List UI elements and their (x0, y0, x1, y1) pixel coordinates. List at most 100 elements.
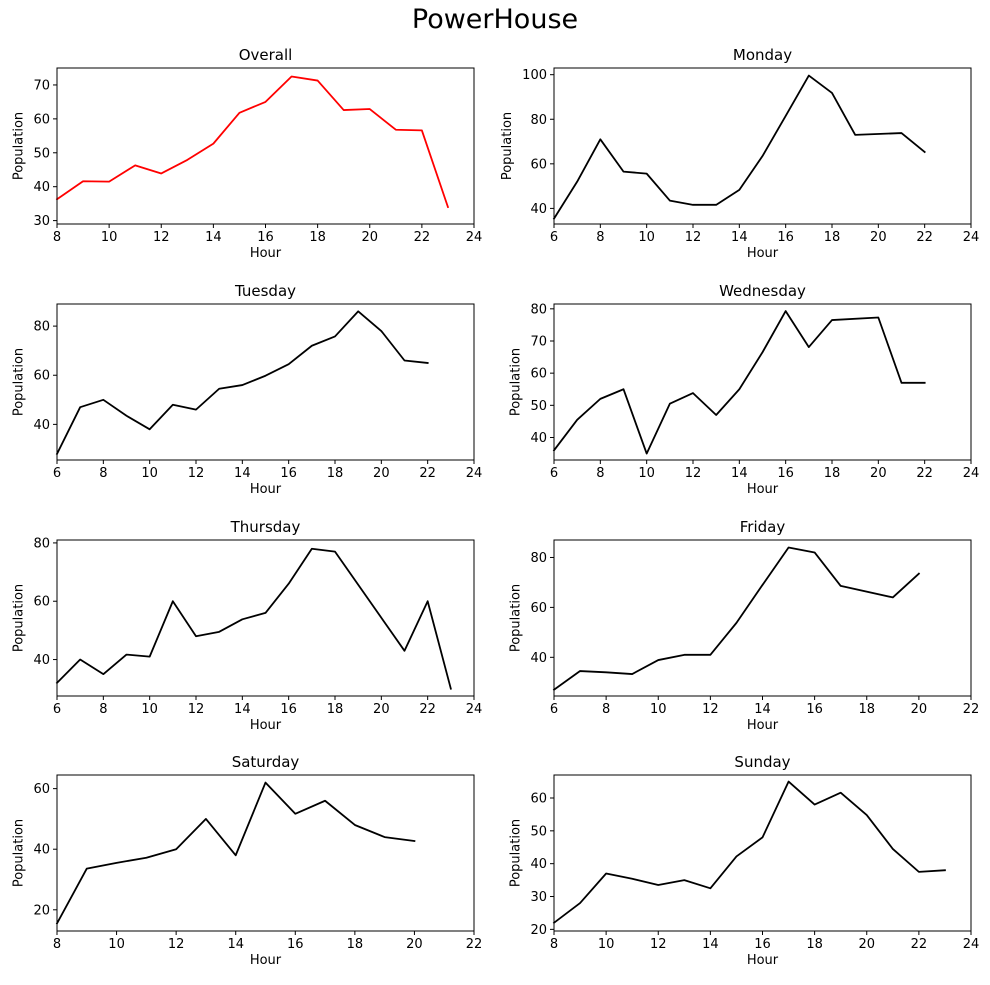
x-tick-label: 8 (99, 466, 107, 481)
subplot-title: Monday (733, 46, 792, 64)
x-tick-label: 24 (466, 702, 483, 717)
series-line (55, 75, 450, 209)
x-tick-label: 22 (963, 702, 980, 717)
axes-frame (56, 774, 475, 932)
x-tick-label: 24 (963, 937, 980, 952)
subplot-thursday: 6 8 10 12 14 16 18 20 22 24 40 60 80 Thursday Hour Popu… (11, 518, 482, 733)
x-tick-label: 14 (205, 230, 222, 245)
subplot-title: Wednesday (719, 282, 806, 300)
subplot-title: Friday (740, 518, 786, 536)
y-tick-label: 50 (530, 399, 547, 414)
y-tick-label: 60 (530, 367, 547, 382)
y-axis-label: Population (11, 584, 26, 652)
x-tick-label: 12 (153, 230, 170, 245)
x-axis-label: Hour (747, 482, 779, 497)
x-tick-label: 22 (419, 702, 436, 717)
y-tick-label: 40 (33, 180, 50, 195)
x-tick-label: 14 (227, 937, 244, 952)
y-axis-label: Population (508, 584, 523, 652)
y-tick-label: 60 (33, 595, 50, 610)
x-tick-label: 22 (911, 937, 928, 952)
x-tick-label: 8 (550, 937, 558, 952)
series-line (55, 310, 429, 456)
x-tick-label: 14 (731, 230, 748, 245)
subplot-wednesday: 6 8 10 12 14 16 18 20 22 24 40 50 60 70 80 Wednesday Hou… (508, 282, 979, 497)
y-axis-label: Population (11, 112, 26, 180)
x-tick-label: 6 (550, 702, 558, 717)
x-tick-label: 10 (101, 230, 118, 245)
y-tick-label: 30 (33, 214, 50, 229)
subplot-title: Overall (239, 46, 293, 64)
y-tick-label: 100 (522, 68, 547, 83)
subplot-title: Sunday (734, 753, 790, 771)
x-tick-label: 6 (53, 702, 61, 717)
x-tick-label: 12 (188, 466, 205, 481)
y-tick-label: 70 (530, 334, 547, 349)
x-tick-label: 8 (53, 937, 61, 952)
y-tick-label: 80 (33, 320, 50, 335)
y-tick-label: 40 (33, 653, 50, 668)
y-axis-label: Population (11, 348, 26, 416)
y-tick-label: 40 (530, 651, 547, 666)
x-tick-label: 18 (309, 230, 326, 245)
axes-frame (553, 303, 972, 461)
x-tick-label: 14 (702, 937, 719, 952)
x-tick-label: 22 (916, 230, 933, 245)
subplot-overall: 8 10 12 14 16 18 20 22 24 30 40 50 60 70 Overall Hour Po… (11, 46, 482, 261)
x-tick-label: 18 (347, 937, 364, 952)
subplot-title: Saturday (232, 753, 300, 771)
x-tick-label: 14 (731, 466, 748, 481)
x-tick-label: 12 (650, 937, 667, 952)
x-tick-label: 14 (234, 702, 251, 717)
x-tick-label: 10 (650, 702, 667, 717)
x-tick-label: 10 (598, 937, 615, 952)
axes-frame (553, 774, 972, 932)
x-tick-label: 20 (870, 230, 887, 245)
x-tick-label: 24 (963, 466, 980, 481)
y-tick-label: 80 (530, 302, 547, 317)
series-line (552, 780, 946, 925)
x-tick-label: 20 (373, 702, 390, 717)
y-axis-label: Population (500, 112, 515, 180)
y-tick-label: 40 (530, 431, 547, 446)
x-tick-label: 16 (777, 466, 794, 481)
x-tick-label: 20 (870, 466, 887, 481)
y-tick-label: 80 (33, 536, 50, 551)
x-tick-label: 24 (466, 230, 483, 245)
x-tick-label: 22 (414, 230, 431, 245)
x-tick-label: 16 (754, 937, 771, 952)
subplot-friday: 6 8 10 12 14 16 18 20 22 40 60 80 Friday Hour Populati… (508, 518, 979, 733)
x-tick-label: 6 (53, 466, 61, 481)
x-tick-label: 20 (373, 466, 390, 481)
x-axis-label: Hour (250, 482, 282, 497)
y-tick-label: 50 (530, 824, 547, 839)
x-tick-label: 6 (550, 230, 558, 245)
y-tick-label: 40 (33, 843, 50, 858)
series-line (55, 547, 452, 690)
x-tick-label: 10 (638, 466, 655, 481)
x-tick-label: 8 (99, 702, 107, 717)
x-tick-label: 18 (858, 702, 875, 717)
x-tick-label: 18 (327, 702, 344, 717)
x-tick-label: 16 (280, 702, 297, 717)
y-tick-label: 60 (530, 157, 547, 172)
x-tick-label: 20 (361, 230, 378, 245)
x-tick-label: 22 (466, 937, 483, 952)
figure-title: PowerHouse (411, 4, 579, 35)
x-tick-label: 16 (806, 702, 823, 717)
y-tick-label: 40 (33, 418, 50, 433)
x-tick-label: 24 (466, 466, 483, 481)
x-tick-label: 6 (550, 466, 558, 481)
x-tick-label: 14 (754, 702, 771, 717)
subplot-sunday: 8 10 12 14 16 18 20 22 24 20 30 40 50 60 Sunday Hour Pop… (508, 753, 979, 968)
x-tick-label: 12 (685, 466, 702, 481)
x-tick-label: 20 (911, 702, 928, 717)
y-tick-label: 20 (33, 903, 50, 918)
x-tick-label: 16 (287, 937, 304, 952)
x-tick-label: 8 (596, 466, 604, 481)
y-axis-label: Population (11, 819, 26, 887)
x-axis-label: Hour (250, 953, 282, 968)
x-tick-label: 18 (824, 230, 841, 245)
